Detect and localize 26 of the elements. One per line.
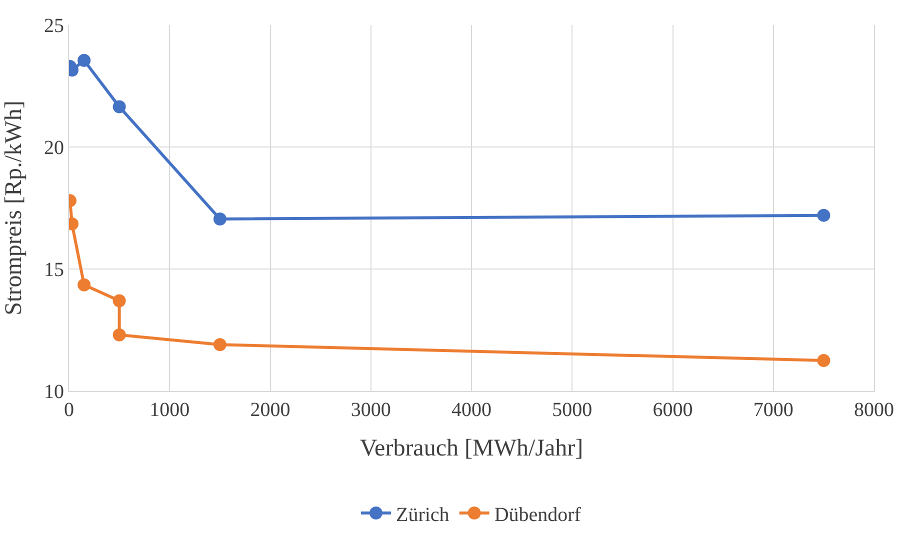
y-tick-label: 20 (44, 137, 64, 159)
point (78, 54, 91, 67)
x-axis-title: Verbrauch [MWh/Jahr] (360, 435, 584, 462)
x-tick-label: 0 (64, 399, 74, 421)
y-axis-title: Strompreis [Rp./kWh] (1, 100, 28, 316)
x-tick-label: 5000 (552, 399, 592, 421)
point (213, 338, 226, 352)
point (112, 328, 126, 342)
point (213, 212, 226, 226)
legend-label: Dübendorf (494, 504, 582, 526)
point (112, 294, 126, 308)
x-tick-label: 6000 (652, 399, 693, 421)
x-tick-label: 7000 (753, 399, 794, 421)
x-tick-label: 1000 (150, 399, 190, 421)
x-tick-label: 2000 (250, 399, 290, 421)
x-tick-label: 4000 (452, 399, 492, 421)
point (78, 278, 91, 292)
y-tick-label: 10 (44, 381, 64, 403)
point (817, 354, 830, 367)
point (817, 208, 830, 222)
x-tick-label: 8000 (854, 399, 894, 421)
x-tick-label: 3000 (350, 399, 391, 421)
point (112, 100, 126, 114)
y-tick-label: 25 (44, 15, 64, 37)
legend-label: Zürich (396, 504, 450, 526)
y-tick-label: 15 (44, 259, 64, 281)
